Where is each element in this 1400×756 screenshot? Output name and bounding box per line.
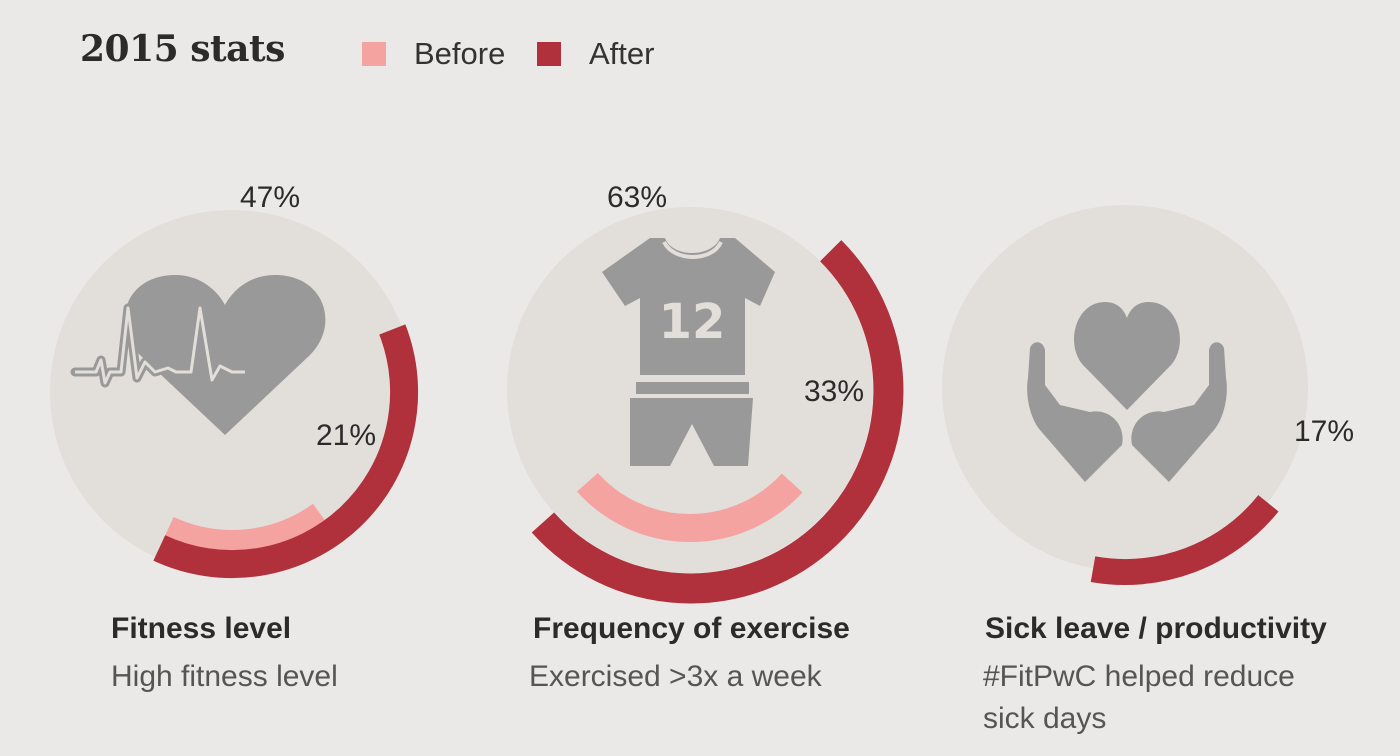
caption-title-frequency: Frequency of exercise: [533, 612, 850, 645]
caption-title-fitness: Fitness level: [111, 612, 292, 645]
chart-3-label-after: 17%: [1294, 415, 1354, 448]
chart-2-arc-after: [531, 240, 904, 604]
legend-swatch-after: [537, 42, 561, 66]
hands-heart-icon: [1027, 302, 1227, 482]
caption-subtitle-sick-leave: #FitPwC helped reduce sick days: [983, 660, 1295, 735]
chart-2-label-after: 63%: [607, 181, 667, 214]
caption-subtitle-frequency: Exercised >3x a week: [529, 660, 822, 693]
chart-1-label-after: 47%: [240, 181, 300, 214]
header: 2015 stats Before After: [0, 0, 1400, 110]
captions: 21% 47% 33% 63% 17%: [240, 181, 1354, 452]
legend-label-after: After: [589, 36, 655, 71]
chart-1-arc-before: [163, 503, 328, 554]
caption-title-sick-leave: Sick leave / productivity: [985, 612, 1327, 645]
legend-item-before: Before: [362, 36, 505, 72]
legend-label-before: Before: [414, 36, 506, 71]
legend-swatch-before: [362, 42, 386, 66]
chart-2-arc-before: [576, 472, 803, 543]
chart-title: 2015 stats: [80, 28, 285, 70]
chart-2-label-before: 33%: [804, 375, 864, 408]
jersey-icon: 12: [602, 238, 775, 466]
legend-item-after: After: [537, 36, 654, 72]
chart-1-label-before: 21%: [316, 419, 376, 452]
jersey-number: 12: [659, 294, 726, 350]
chart-3-arc-after: [1090, 495, 1279, 585]
chart-1-arc-after: [153, 324, 419, 579]
heartbeat-icon: [70, 275, 326, 435]
caption-subtitle-fitness: High fitness level: [111, 660, 338, 693]
